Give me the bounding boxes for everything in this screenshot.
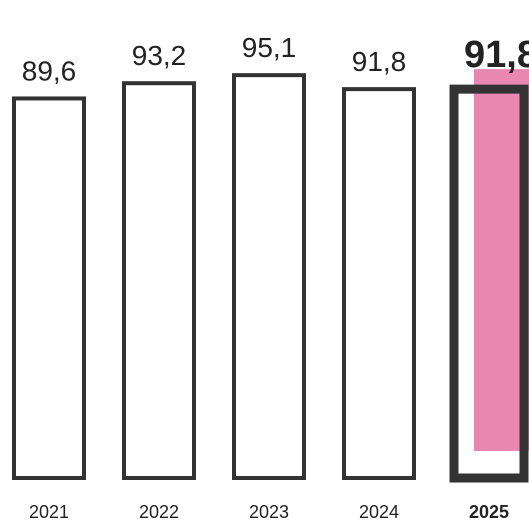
- x-tick-label-2023: 2023: [249, 502, 289, 522]
- data-label-2024: 91,8: [352, 46, 407, 77]
- data-label-2025: 91,8: [464, 34, 529, 76]
- data-label-2023: 95,1: [242, 32, 297, 63]
- data-label-2021: 89,6: [22, 55, 77, 86]
- x-tick-label-2025: 2025: [469, 502, 509, 522]
- bar-2023: [232, 73, 306, 480]
- x-tick-label-2021: 2021: [29, 502, 69, 522]
- x-tick-label-2022: 2022: [139, 502, 179, 522]
- bar-2022: [122, 81, 196, 480]
- bar-2024: [342, 87, 416, 481]
- data-label-2022: 93,2: [132, 40, 187, 71]
- bar-2021: [12, 96, 86, 480]
- bar-2025: [449, 84, 529, 483]
- x-tick-label-2024: 2024: [359, 502, 399, 522]
